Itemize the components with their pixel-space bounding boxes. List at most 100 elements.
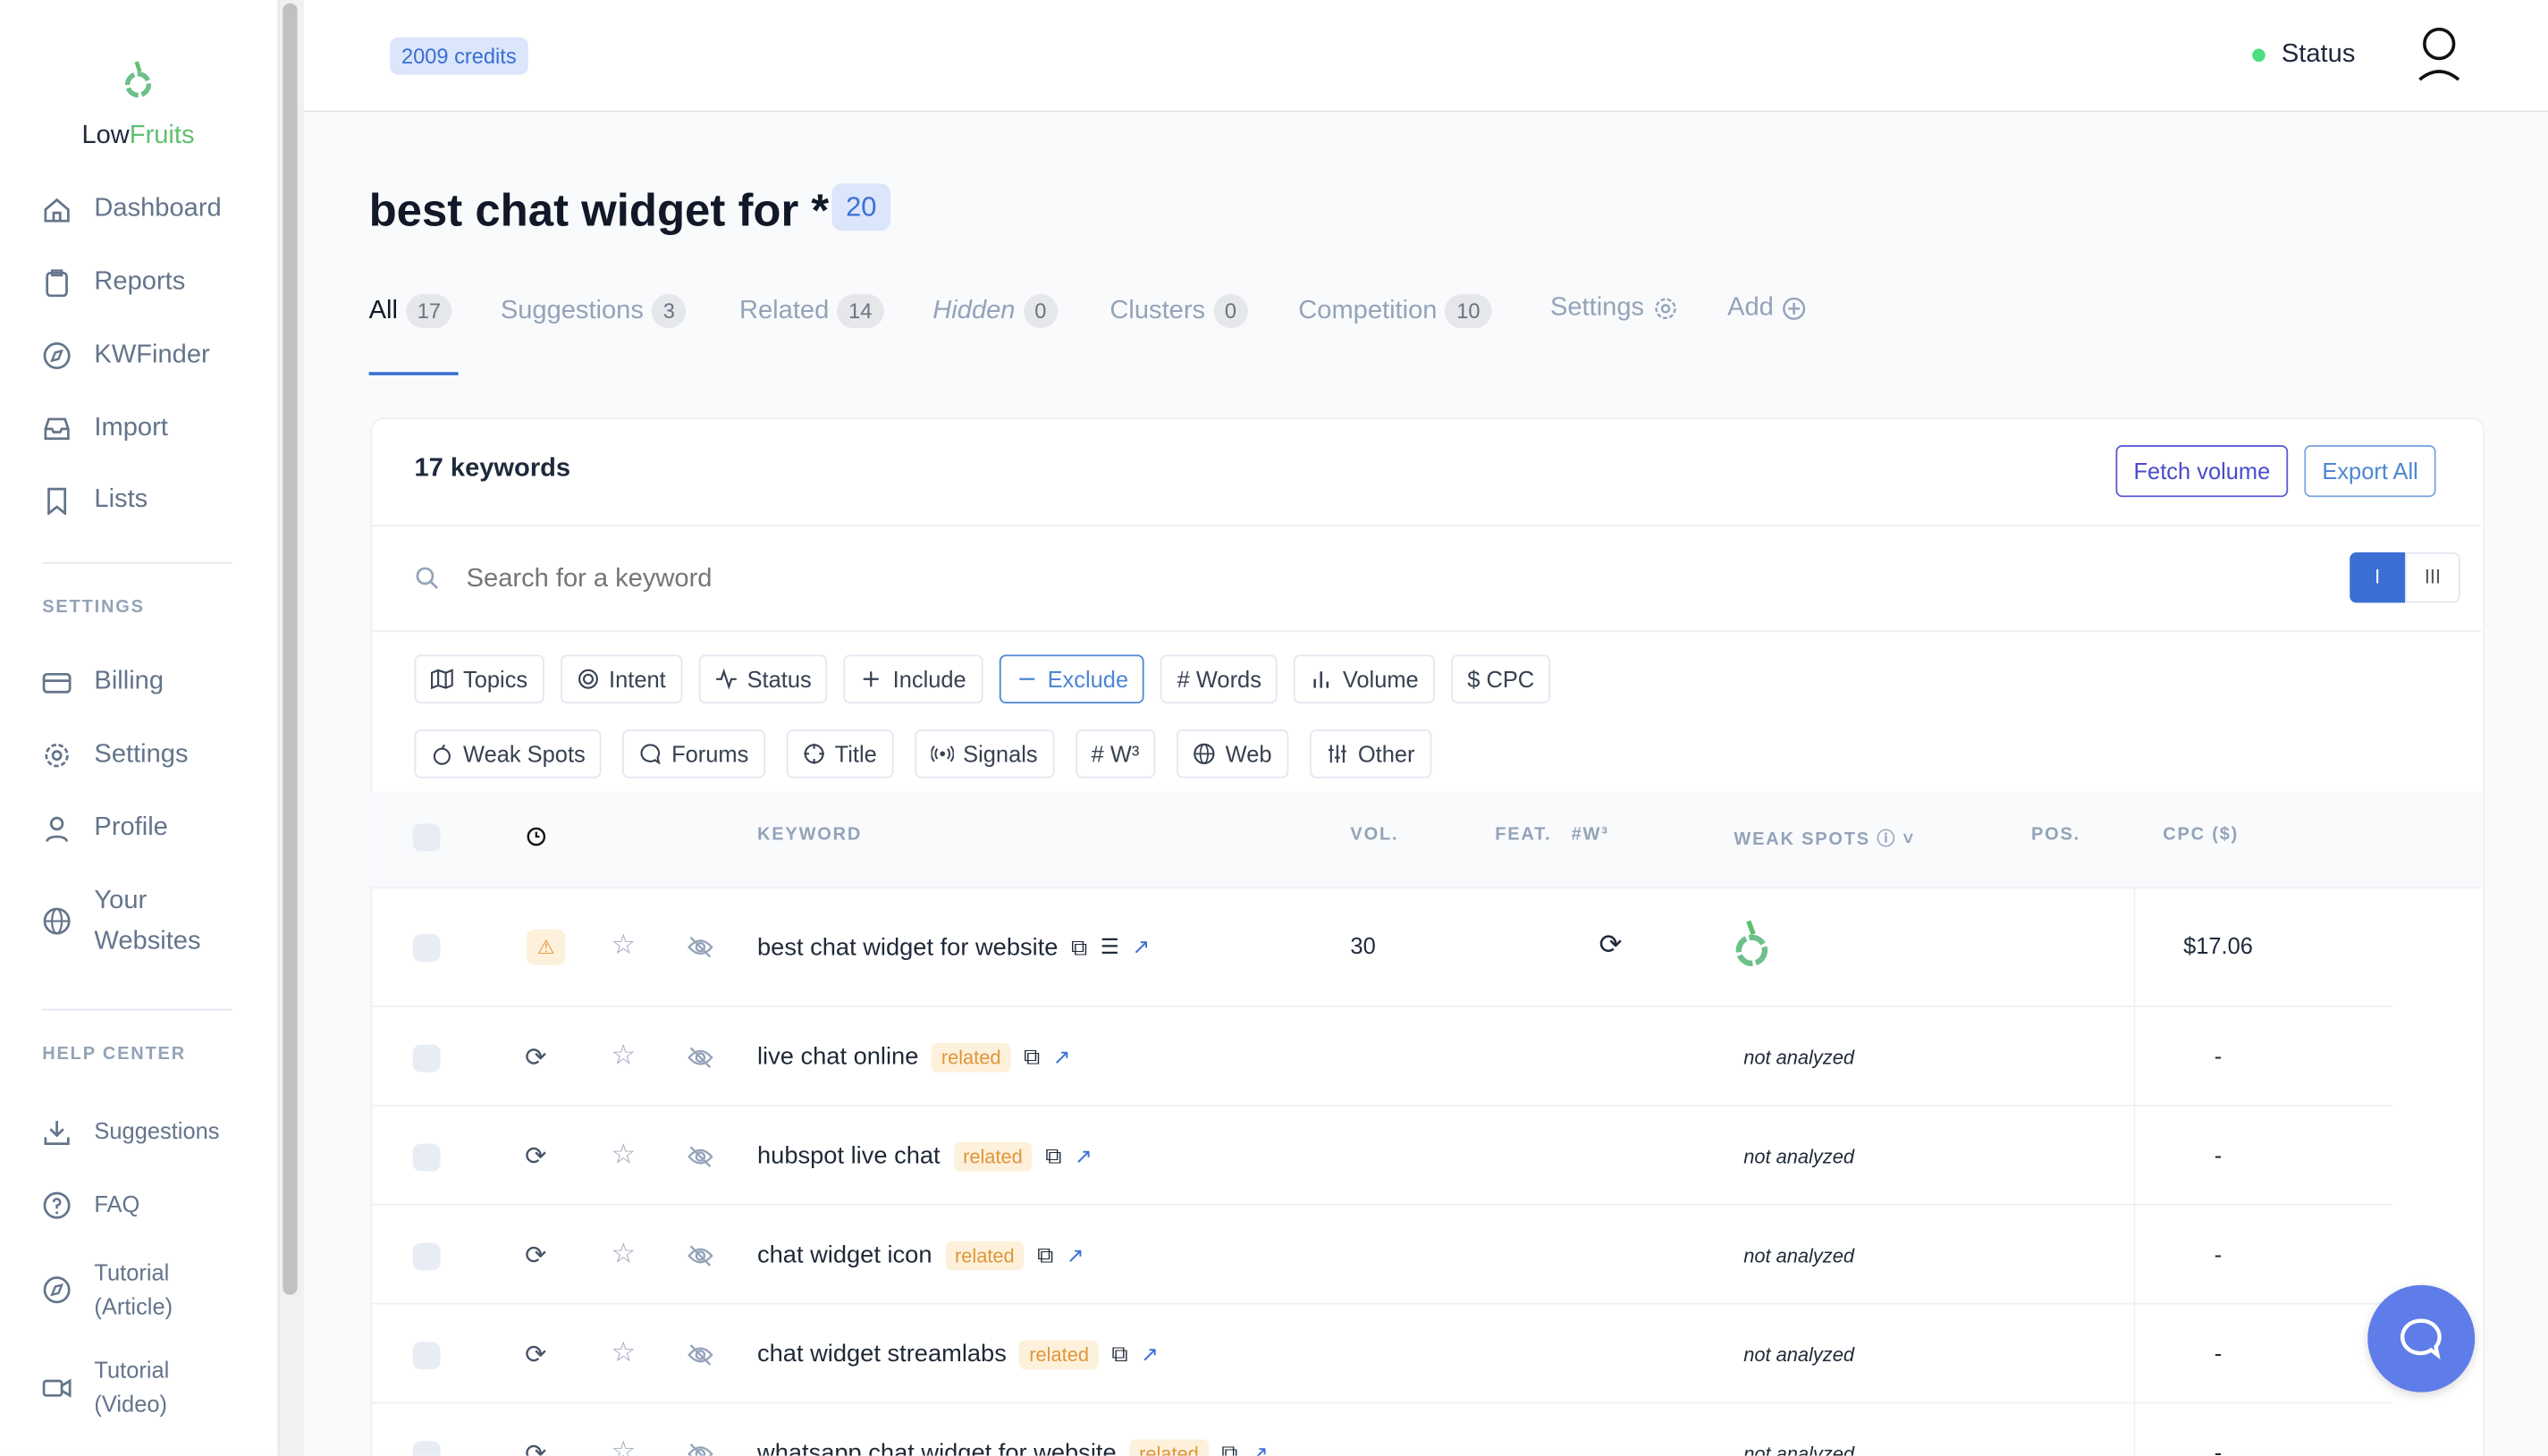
keyword-text[interactable]: chat widget icon xyxy=(757,1241,932,1269)
help-item-tutorial-video-[interactable]: Tutorial (Video) xyxy=(42,1353,207,1421)
table-row[interactable] xyxy=(370,1206,2392,1305)
filter-weak-spots[interactable]: Weak Spots xyxy=(414,729,602,778)
star-icon[interactable]: ☆ xyxy=(611,1335,637,1368)
keyword-text[interactable]: whatsapp chat widget for website xyxy=(757,1439,1117,1456)
column-features[interactable]: FEAT. xyxy=(1495,825,1552,846)
external-link-icon[interactable]: ↗ xyxy=(1052,1043,1071,1069)
filter-intent[interactable]: Intent xyxy=(560,654,682,704)
tab-competition[interactable]: Competition 10 xyxy=(1298,293,1492,329)
filter-other[interactable]: Other xyxy=(1309,729,1431,778)
sidebar-item-import[interactable]: Import xyxy=(42,414,168,443)
filter--w-[interactable]: # W³ xyxy=(1075,729,1156,778)
table-row[interactable] xyxy=(370,1305,2392,1404)
column-cpc[interactable]: CPC ($) xyxy=(2163,825,2240,846)
table-row[interactable] xyxy=(370,1403,2392,1455)
keyword-text[interactable]: hubspot live chat xyxy=(757,1141,941,1170)
hide-eye-off-icon[interactable] xyxy=(688,1044,713,1070)
sidebar-item-dashboard[interactable]: Dashboard xyxy=(42,195,222,224)
refresh-icon[interactable]: ⟳ xyxy=(525,1241,547,1270)
star-icon[interactable]: ☆ xyxy=(611,1138,637,1169)
keyword-text[interactable]: chat widget streamlabs xyxy=(757,1340,1007,1368)
tab-clusters[interactable]: Clusters 0 xyxy=(1109,293,1248,329)
star-icon[interactable]: ☆ xyxy=(611,1039,637,1070)
sidebar-item-settings[interactable]: Settings xyxy=(42,741,189,770)
chat-support-button[interactable] xyxy=(2367,1284,2476,1393)
row-checkbox[interactable] xyxy=(412,1043,441,1072)
help-item-tutorial-article-[interactable]: Tutorial (Article) xyxy=(42,1256,207,1324)
column-position[interactable]: POS. xyxy=(2031,825,2081,846)
filter-include[interactable]: Include xyxy=(844,654,983,704)
scrollbar-thumb[interactable] xyxy=(283,3,298,1295)
export-all-button[interactable]: Export All xyxy=(2304,445,2436,498)
copy-icon[interactable]: ⧉ xyxy=(1023,1042,1041,1069)
status-link[interactable]: Status xyxy=(2252,40,2355,70)
filter-volume[interactable]: Volume xyxy=(1294,654,1435,704)
column-w3[interactable]: #W³ xyxy=(1571,825,1609,846)
select-all-checkbox[interactable] xyxy=(412,823,441,852)
filter--words[interactable]: # Words xyxy=(1160,654,1278,704)
hide-eye-off-icon[interactable] xyxy=(688,1341,713,1367)
hide-eye-off-icon[interactable] xyxy=(688,1143,713,1169)
copy-icon[interactable]: ⧉ xyxy=(1037,1241,1054,1267)
filter-topics[interactable]: Topics xyxy=(414,654,544,704)
filter-forums[interactable]: Forums xyxy=(622,729,765,778)
row-checkbox[interactable] xyxy=(412,934,441,963)
tab-suggestions[interactable]: Suggestions 3 xyxy=(501,293,687,329)
column-keyword[interactable]: KEYWORD xyxy=(757,825,863,846)
refresh-icon[interactable]: ⟳ xyxy=(525,1341,547,1369)
external-link-icon[interactable]: ↗ xyxy=(1141,1341,1159,1366)
hide-eye-off-icon[interactable] xyxy=(688,1440,713,1456)
sidebar-item-kwfinder[interactable]: KWFinder xyxy=(42,341,210,371)
copy-icon[interactable]: ⧉ xyxy=(1221,1439,1238,1456)
multi-column-view-toggle[interactable]: III xyxy=(2405,551,2460,603)
user-avatar-icon[interactable] xyxy=(2415,24,2464,82)
copy-icon[interactable]: ⧉ xyxy=(1111,1340,1128,1367)
sidebar-item-profile[interactable]: Profile xyxy=(42,814,168,844)
sidebar-item-billing[interactable]: Billing xyxy=(42,668,164,697)
column-weak-spots[interactable]: WEAK SPOTS ⓘ ˅ xyxy=(1734,829,1916,850)
external-link-icon[interactable]: ↗ xyxy=(1250,1440,1269,1456)
keyword-text[interactable]: best chat widget for website xyxy=(757,933,1059,962)
help-item-faq[interactable]: FAQ xyxy=(42,1188,207,1222)
tab-hidden[interactable]: Hidden 0 xyxy=(932,293,1059,329)
single-column-view-toggle[interactable]: I xyxy=(2350,551,2406,603)
filter-web[interactable]: Web xyxy=(1177,729,1288,778)
row-checkbox[interactable] xyxy=(412,1341,441,1369)
tab-all[interactable]: All 17 xyxy=(369,293,452,329)
sidebar-item-lists[interactable]: Lists xyxy=(42,485,148,516)
copy-icon[interactable]: ⧉ xyxy=(1045,1141,1062,1168)
external-link-icon[interactable]: ↗ xyxy=(1074,1142,1093,1167)
sidebar-item-reports[interactable]: Reports xyxy=(42,268,185,298)
filter-signals[interactable]: Signals xyxy=(914,729,1054,778)
copy-icon[interactable]: ⧉ xyxy=(1070,933,1088,960)
keyword-search-input[interactable] xyxy=(463,557,1770,603)
refresh-icon[interactable]: ⟳ xyxy=(525,1142,547,1171)
refresh-icon[interactable]: ⟳ xyxy=(525,1440,547,1456)
row-checkbox[interactable] xyxy=(412,1241,441,1270)
help-item-suggestions[interactable]: Suggestions xyxy=(42,1115,219,1149)
list-icon[interactable]: ☰ xyxy=(1100,934,1119,959)
hide-eye-off-icon[interactable] xyxy=(688,1242,713,1268)
row-checkbox[interactable] xyxy=(412,1440,441,1456)
filter-status[interactable]: Status xyxy=(698,654,828,704)
tab-add[interactable]: Add xyxy=(1727,294,1808,324)
filter-exclude[interactable]: Exclude xyxy=(999,654,1145,704)
filter--cpc[interactable]: $ CPC xyxy=(1451,654,1551,704)
table-row[interactable] xyxy=(370,1107,2392,1206)
fetch-volume-button[interactable]: Fetch volume xyxy=(2115,445,2289,498)
table-row[interactable] xyxy=(370,1007,2392,1107)
keyword-text[interactable]: live chat online xyxy=(757,1042,919,1071)
refresh-w3-icon[interactable]: ⟳ xyxy=(1599,929,1623,961)
star-icon[interactable]: ☆ xyxy=(611,929,637,961)
table-row[interactable] xyxy=(370,887,2392,1007)
external-link-icon[interactable]: ↗ xyxy=(1132,934,1151,959)
sidebar-item-your-websites[interactable]: Your Websites xyxy=(42,880,221,962)
tab-related[interactable]: Related 14 xyxy=(739,293,884,329)
warning-icon[interactable]: ⚠ xyxy=(526,929,566,965)
external-link-icon[interactable]: ↗ xyxy=(1066,1241,1084,1267)
refresh-icon[interactable]: ⟳ xyxy=(525,1043,547,1072)
hide-eye-off-icon[interactable] xyxy=(688,934,713,960)
filter-title[interactable]: Title xyxy=(786,729,893,778)
column-volume[interactable]: VOL. xyxy=(1350,825,1399,846)
star-icon[interactable]: ☆ xyxy=(611,1435,637,1456)
